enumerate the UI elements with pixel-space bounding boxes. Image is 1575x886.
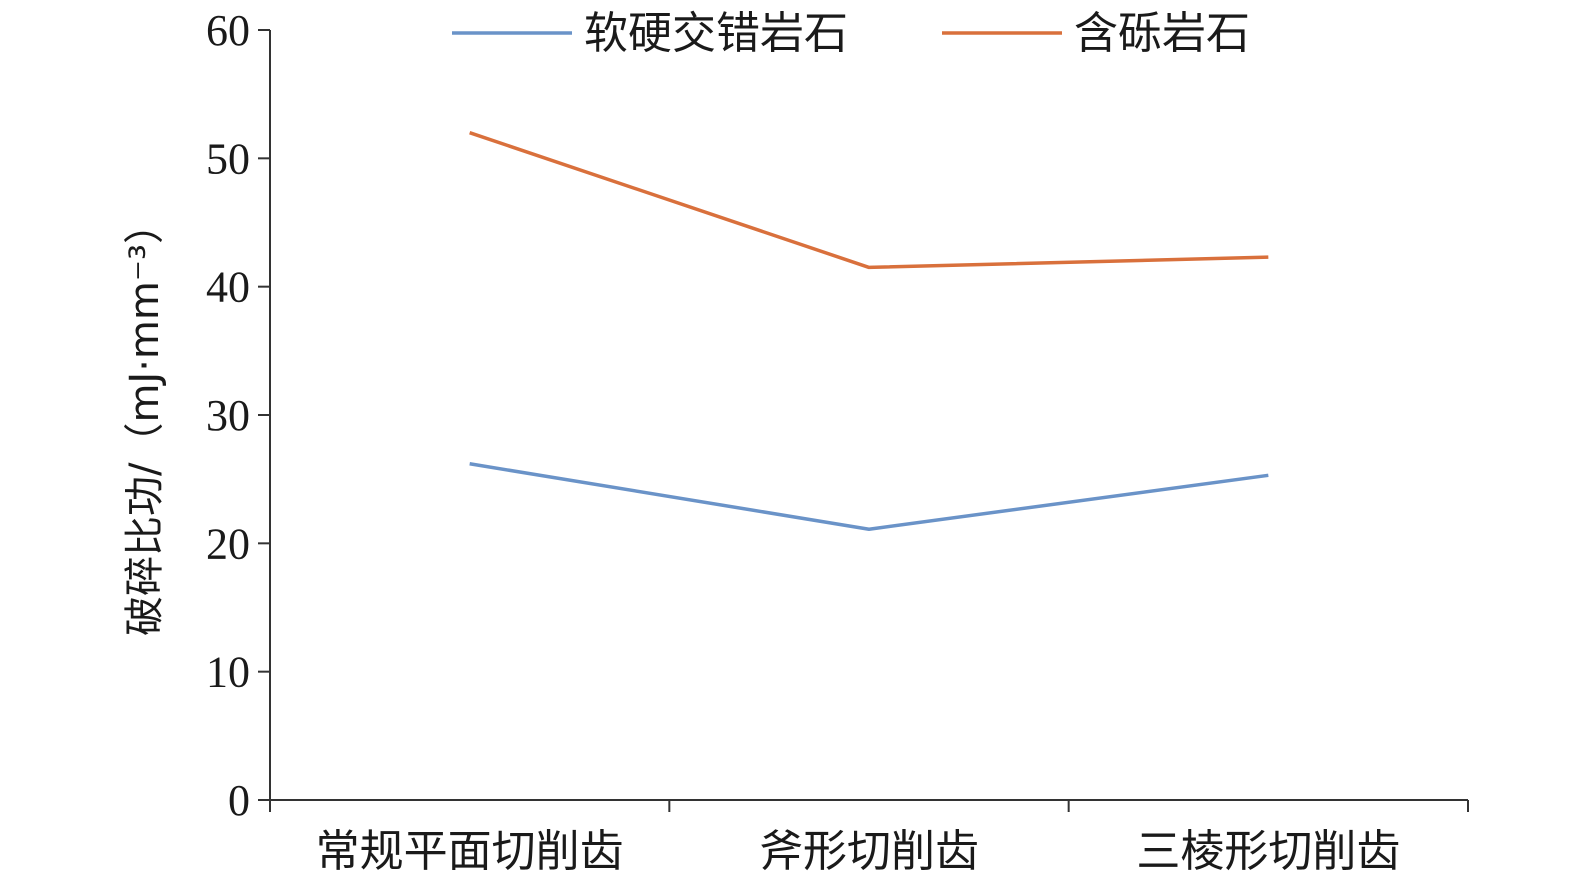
y-axis-ticks: 0 10 20 30 40 50 60 [206, 6, 270, 825]
y-tick-label: 0 [228, 776, 250, 825]
x-tick-label: 斧形切削齿 [759, 826, 979, 877]
y-tick-label: 40 [206, 263, 250, 312]
y-tick-label: 50 [206, 134, 250, 183]
axes [269, 30, 1468, 801]
y-tick-label: 60 [206, 6, 250, 55]
legend-label: 含砾岩石 [1074, 8, 1250, 59]
x-tick-label: 常规平面切削齿 [316, 826, 624, 877]
y-axis-label: 破碎比功/（mJ·mm⁻³） [122, 204, 168, 636]
y-tick-label: 10 [206, 648, 250, 697]
series-lines [469, 131, 1269, 531]
series-line-1 [469, 462, 1269, 531]
series-line-2 [469, 131, 1269, 270]
legend: 软硬交错岩石 含砾岩石 [452, 8, 1250, 59]
x-tick-label: 三棱形切削齿 [1136, 826, 1400, 877]
y-tick-label: 30 [206, 391, 250, 440]
y-tick-label: 20 [206, 519, 250, 568]
legend-label: 软硬交错岩石 [584, 8, 848, 59]
x-axis-categories: 常规平面切削齿 斧形切削齿 三棱形切削齿 [269, 800, 1469, 877]
